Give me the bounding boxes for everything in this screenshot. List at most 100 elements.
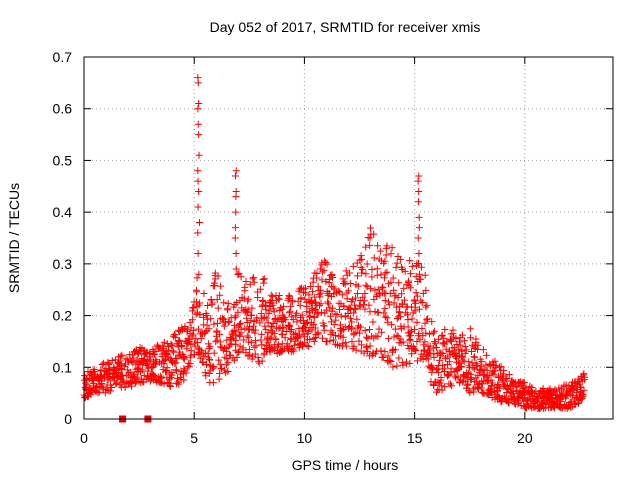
data-point (578, 394, 586, 402)
data-point (461, 342, 469, 350)
data-point (249, 275, 257, 283)
data-point (243, 314, 251, 322)
data-point (369, 318, 377, 326)
data-point (312, 306, 320, 314)
data-point (495, 384, 503, 392)
data-point (439, 350, 447, 358)
data-point (382, 251, 390, 259)
data-point (380, 274, 388, 282)
data-point (318, 268, 326, 276)
data-point (410, 326, 418, 334)
data-point (205, 325, 213, 333)
data-point (172, 359, 180, 367)
data-point (214, 272, 222, 280)
data-point (277, 304, 285, 312)
data-point (421, 271, 429, 279)
data-point (232, 312, 240, 320)
y-tick-label: 0 (64, 411, 72, 427)
data-point (371, 286, 379, 294)
y-tick-label: 0.1 (53, 359, 73, 375)
data-point (104, 386, 112, 394)
data-point (378, 328, 386, 336)
data-point (293, 318, 301, 326)
data-point (200, 290, 208, 298)
data-point (231, 224, 239, 232)
data-point (455, 338, 463, 346)
data-point (261, 322, 269, 330)
data-point (342, 342, 350, 350)
data-point (270, 330, 278, 338)
data-point (470, 353, 478, 361)
data-point (214, 304, 222, 312)
data-point (352, 305, 360, 313)
data-point (150, 372, 158, 380)
data-point (188, 332, 196, 340)
data-point (373, 293, 381, 301)
data-point (318, 276, 326, 284)
data-point (368, 266, 376, 274)
data-point (160, 360, 168, 368)
data-point (190, 326, 198, 334)
data-point (360, 349, 368, 357)
data-point (461, 337, 469, 345)
data-point (234, 349, 242, 357)
data-point (390, 299, 398, 307)
data-point (117, 352, 125, 360)
data-point (118, 351, 126, 359)
data-point (509, 387, 517, 395)
data-point (306, 312, 314, 320)
data-point (468, 359, 476, 367)
data-point (163, 364, 171, 372)
data-point (298, 311, 306, 319)
y-tick-label: 0.3 (53, 256, 73, 272)
data-point (168, 371, 176, 379)
data-point (218, 314, 226, 322)
data-point (198, 358, 206, 366)
data-point (272, 336, 280, 344)
data-point (415, 330, 423, 338)
y-tick-label: 0.4 (53, 204, 73, 220)
data-point (451, 372, 459, 380)
data-point (478, 358, 486, 366)
data-point (196, 311, 204, 319)
data-point (178, 342, 186, 350)
data-point (367, 285, 375, 293)
data-point (296, 302, 304, 310)
data-point (429, 329, 437, 337)
data-point (282, 316, 290, 324)
data-point (194, 167, 202, 175)
data-point (374, 332, 382, 340)
data-point (201, 328, 209, 336)
data-point (209, 379, 217, 387)
data-point (441, 383, 449, 391)
data-point (224, 359, 232, 367)
data-point (220, 315, 228, 323)
data-point (362, 270, 370, 278)
data-point (356, 323, 364, 331)
data-point (578, 374, 586, 382)
data-point (138, 366, 146, 374)
data-point (215, 375, 223, 383)
data-point (422, 303, 430, 311)
data-point (247, 339, 255, 347)
data-point (354, 272, 362, 280)
data-point (381, 348, 389, 356)
data-point (479, 346, 487, 354)
data-point (462, 346, 470, 354)
data-point (465, 362, 473, 370)
data-point (489, 379, 497, 387)
data-point (195, 131, 203, 139)
data-point (436, 379, 444, 387)
data-point (246, 280, 254, 288)
x-axis-label: GPS time / hours (292, 457, 399, 473)
data-point (285, 309, 293, 317)
data-point (520, 379, 528, 387)
data-point (329, 283, 337, 291)
data-point (364, 334, 372, 342)
data-point (412, 289, 420, 297)
data-point (524, 402, 532, 410)
data-point (289, 316, 297, 324)
data-point (189, 304, 197, 312)
data-point (374, 242, 382, 250)
data-point (399, 361, 407, 369)
